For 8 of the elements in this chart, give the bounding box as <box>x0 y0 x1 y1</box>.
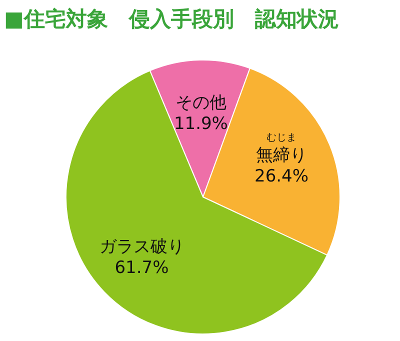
slice-label: その他 <box>175 93 226 114</box>
data-label: 61.7% <box>114 258 169 278</box>
chart-title: ■住宅対象 侵入手段別 認知状況 <box>4 7 339 31</box>
text: むじま <box>266 132 297 144</box>
slice-label: 無締り <box>256 146 308 166</box>
slice-label: ガラス破り <box>99 236 184 257</box>
data-label: 26.4% <box>254 166 309 187</box>
data-label: 11.9% <box>174 114 228 134</box>
